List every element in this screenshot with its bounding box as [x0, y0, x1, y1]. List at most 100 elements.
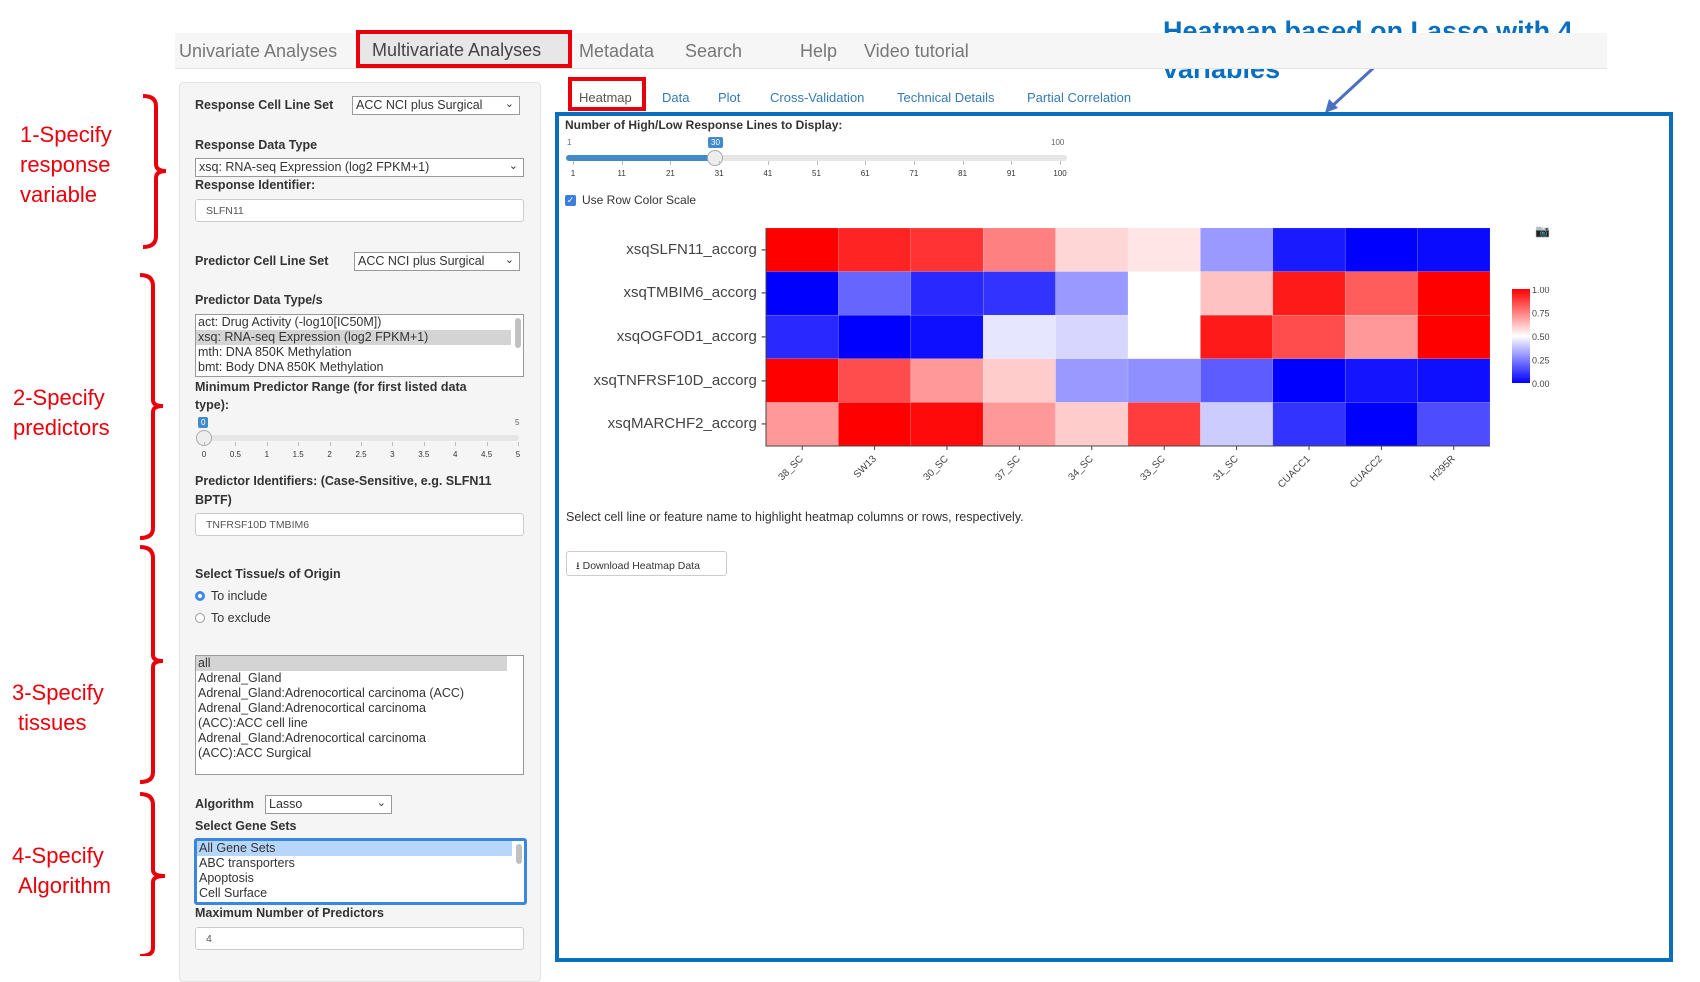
tab-heatmap[interactable]: Heatmap — [579, 90, 632, 105]
heatmap-cell[interactable] — [1272, 314, 1346, 360]
nav-metadata[interactable]: Metadata — [579, 41, 655, 61]
heatmap-cell[interactable] — [838, 271, 912, 316]
list-option[interactable]: Adrenal_Gland — [198, 671, 282, 685]
heatmap-cell[interactable] — [982, 314, 1056, 360]
heatmap-cell[interactable] — [982, 402, 1056, 447]
download-heatmap-button[interactable]: ⭳ Download Heatmap Data — [566, 551, 727, 576]
list-option[interactable]: Adrenal_Gland:Adrenocortical carcinoma (… — [198, 686, 465, 700]
heatmap-cell[interactable] — [982, 358, 1056, 403]
heatmap-cell[interactable] — [1272, 402, 1346, 447]
heatmap-cell[interactable] — [1200, 271, 1274, 316]
heatmap-cell[interactable] — [1344, 271, 1418, 316]
heatmap-cell[interactable] — [765, 402, 839, 447]
heatmap-cell[interactable] — [1055, 227, 1129, 272]
radio-exclude[interactable]: To exclude — [195, 611, 271, 625]
heatmap-cell[interactable] — [1272, 227, 1346, 272]
heatmap-cell[interactable] — [1055, 271, 1129, 316]
tab-data[interactable]: Data — [662, 90, 690, 105]
radio-include[interactable]: To include — [195, 589, 267, 603]
heatmap-cell[interactable] — [1200, 314, 1274, 360]
heatmap-cell[interactable] — [910, 314, 984, 360]
predictor-data-types-listbox[interactable]: act: Drug Activity (-log10[IC50M]) xsq: … — [195, 314, 524, 377]
list-option-selected[interactable]: All Gene Sets — [197, 841, 512, 856]
list-option[interactable]: act: Drug Activity (-log10[IC50M]) — [198, 315, 382, 329]
tab-cross-validation[interactable]: Cross-Validation — [770, 90, 865, 105]
heatmap-cell[interactable] — [1127, 358, 1201, 403]
heatmap-cell[interactable] — [1417, 227, 1491, 272]
heatmap-cell[interactable] — [765, 358, 839, 403]
lines-slider-handle[interactable] — [707, 150, 723, 166]
heatmap-cell[interactable] — [910, 358, 984, 403]
heatmap-cell[interactable] — [765, 271, 839, 316]
heatmap-cell[interactable] — [1417, 358, 1491, 403]
list-option[interactable]: (ACC):ACC Surgical — [198, 746, 312, 760]
heatmap-cell[interactable] — [1127, 227, 1201, 272]
heatmap-cell[interactable] — [765, 314, 839, 360]
heatmap-cell[interactable] — [1272, 271, 1346, 316]
camera-icon[interactable]: 📷 — [1535, 224, 1550, 238]
heatmap-cell[interactable] — [1272, 358, 1346, 403]
tab-partial-correlation[interactable]: Partial Correlation — [1027, 90, 1132, 105]
heatmap-cell[interactable] — [1055, 314, 1129, 360]
heatmap-row-label[interactable]: xsqMARCHF2_accorg - — [607, 415, 766, 433]
list-option[interactable]: (ACC):ACC cell line — [198, 716, 308, 730]
range-slider-track[interactable] — [203, 435, 519, 441]
response-data-type-select[interactable]: xsq: RNA-seq Expression (log2 FPKM+1) ⌄ — [195, 158, 524, 177]
heatmap-cell[interactable] — [1344, 358, 1418, 403]
nav-multivariate[interactable]: Multivariate Analyses — [356, 30, 572, 68]
heatmap-cell[interactable] — [1055, 358, 1129, 403]
response-cell-line-set-select[interactable]: ACC NCI plus Surgical ⌄ — [352, 96, 520, 115]
heatmap-cell[interactable] — [1344, 227, 1418, 272]
algorithm-select[interactable]: Lasso ⌄ — [265, 795, 392, 814]
list-option-selected[interactable]: xsq: RNA-seq Expression (log2 FPKM+1) — [196, 330, 511, 345]
heatmap-cell[interactable] — [1200, 227, 1274, 272]
heatmap-cell[interactable] — [838, 402, 912, 447]
heatmap-cell[interactable] — [910, 227, 984, 272]
heatmap-cell[interactable] — [1344, 402, 1418, 447]
heatmap-cell[interactable] — [1417, 271, 1491, 316]
tab-plot[interactable]: Plot — [718, 90, 741, 105]
heatmap-cell[interactable] — [1344, 314, 1418, 360]
nav-help[interactable]: Help — [800, 41, 838, 61]
predictor-identifiers-input[interactable]: TNFRSF10D TMBIM6 — [195, 513, 524, 536]
predictor-cell-line-set-select[interactable]: ACC NCI plus Surgical ⌄ — [354, 252, 520, 271]
list-option[interactable]: Adrenal_Gland:Adrenocortical carcinoma — [198, 731, 426, 745]
nav-univariate[interactable]: Univariate Analyses — [179, 41, 338, 61]
scrollbar[interactable] — [515, 318, 521, 348]
heatmap-cell[interactable] — [1200, 402, 1274, 447]
heatmap-row-label[interactable]: xsqTNFRSF10D_accorg - — [593, 371, 766, 389]
heatmap-cell[interactable] — [910, 402, 984, 447]
list-option[interactable]: Apoptosis — [199, 871, 254, 885]
max-predictors-input[interactable]: 4 — [195, 927, 524, 950]
tissue-listbox[interactable]: all Adrenal_Gland Adrenal_Gland:Adrenoco… — [195, 655, 524, 775]
heatmap-cell[interactable] — [1200, 358, 1274, 403]
heatmap-cell[interactable] — [982, 271, 1056, 316]
response-identifier-input[interactable]: SLFN11 — [195, 199, 524, 222]
radio-checked-icon[interactable] — [195, 591, 205, 601]
list-option[interactable]: Cell Surface — [199, 886, 268, 900]
heatmap-cell[interactable] — [838, 314, 912, 360]
heatmap-cell[interactable] — [1127, 402, 1201, 447]
heatmap-cell[interactable] — [838, 358, 912, 403]
heatmap-cell[interactable] — [1127, 314, 1201, 360]
heatmap-row-label[interactable]: xsqTMBIM6_accorg - — [623, 284, 766, 302]
heatmap-cell[interactable] — [765, 227, 839, 272]
heatmap-cell[interactable] — [1055, 402, 1129, 447]
nav-video-tutorial[interactable]: Video tutorial — [864, 41, 969, 61]
heatmap-cell[interactable] — [1127, 271, 1201, 316]
radio-unchecked-icon[interactable] — [195, 613, 205, 623]
heatmap-cell[interactable] — [838, 227, 912, 272]
list-option[interactable]: bmt: Body DNA 850K Methylation — [198, 360, 384, 374]
nav-search[interactable]: Search — [685, 41, 743, 61]
heatmap-row-label[interactable]: xsqOGFOD1_accorg - — [616, 328, 766, 345]
tab-technical-details[interactable]: Technical Details — [897, 90, 995, 105]
heatmap-cell[interactable] — [1417, 314, 1491, 360]
gene-sets-listbox[interactable]: All Gene Sets ABC transporters Apoptosis… — [194, 838, 527, 905]
row-color-scale-checkbox[interactable]: ✓ Use Row Color Scale — [565, 193, 696, 207]
scrollbar[interactable] — [516, 844, 522, 864]
list-option[interactable]: Adrenal_Gland:Adrenocortical carcinoma — [198, 701, 426, 715]
heatmap-cell[interactable] — [1417, 402, 1491, 447]
lines-slider-track[interactable] — [566, 155, 1067, 161]
list-option[interactable]: ABC transporters — [199, 856, 295, 870]
heatmap-row-label[interactable]: xsqSLFN11_accorg - — [626, 240, 766, 258]
